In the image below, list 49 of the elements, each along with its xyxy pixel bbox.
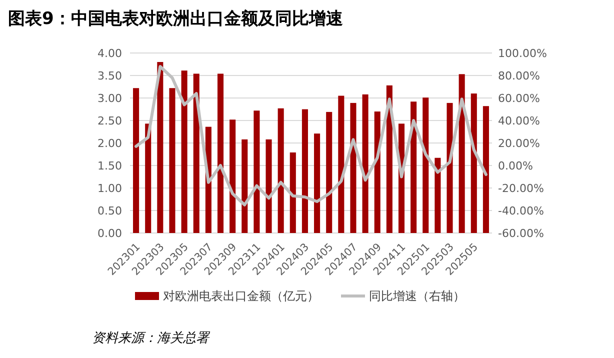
y2-tick-label: -60.00%: [498, 227, 544, 240]
bar: [326, 112, 332, 233]
bar: [217, 74, 224, 233]
y2-tick-label: -40.00%: [498, 204, 544, 218]
bar: [482, 106, 489, 233]
bar: [157, 62, 164, 233]
bar: [145, 124, 152, 233]
bar: [374, 112, 380, 233]
y-tick-label: 0.00: [98, 227, 122, 240]
bar: [169, 88, 176, 233]
y2-tick-label: 0.00%: [498, 160, 533, 172]
bar: [254, 110, 260, 233]
bar: [410, 102, 417, 233]
y2-tick-label: 100.00%: [498, 47, 547, 60]
y-tick-label: 2.00: [98, 137, 122, 150]
legend-label: 同比增速（右轴）: [369, 289, 465, 303]
bar: [181, 70, 188, 233]
y-tick-label: 1.00: [98, 182, 122, 195]
bar: [458, 74, 465, 233]
y2-tick-label: 20.00%: [498, 137, 540, 150]
bar: [362, 94, 368, 233]
text: 资料来源：海关总署: [92, 331, 211, 346]
bar: [422, 98, 429, 233]
bar: [302, 109, 308, 233]
y-tick-label: 3.00: [98, 92, 122, 105]
bar: [350, 102, 356, 233]
bar: [193, 74, 200, 233]
y-tick-label: 1.50: [98, 160, 122, 172]
y-tick-label: 3.50: [98, 70, 122, 82]
bar: [266, 139, 272, 233]
bar: [230, 120, 236, 233]
bar: [446, 102, 453, 233]
bar: [314, 134, 320, 233]
y-tick-label: 2.50: [98, 114, 122, 128]
y-tick-label: 0.50: [98, 204, 122, 218]
y2-tick-label: -20.00%: [498, 182, 544, 195]
bar: [133, 88, 140, 233]
y2-tick-label: 40.00%: [498, 114, 540, 128]
bar: [338, 96, 344, 233]
chart-title: 图表9：中国电表对欧洲出口金额及同比增速: [8, 9, 343, 29]
legend-label: 对欧洲电表出口金额（亿元）: [163, 289, 319, 303]
y2-tick-label: 60.00%: [498, 92, 540, 105]
bar: [470, 94, 477, 233]
y-tick-label: 4.00: [98, 47, 122, 60]
y2-tick-label: 80.00%: [498, 70, 540, 82]
bar: [242, 139, 248, 233]
bar: [290, 152, 296, 233]
bar: [434, 158, 441, 233]
bar: [278, 108, 284, 233]
